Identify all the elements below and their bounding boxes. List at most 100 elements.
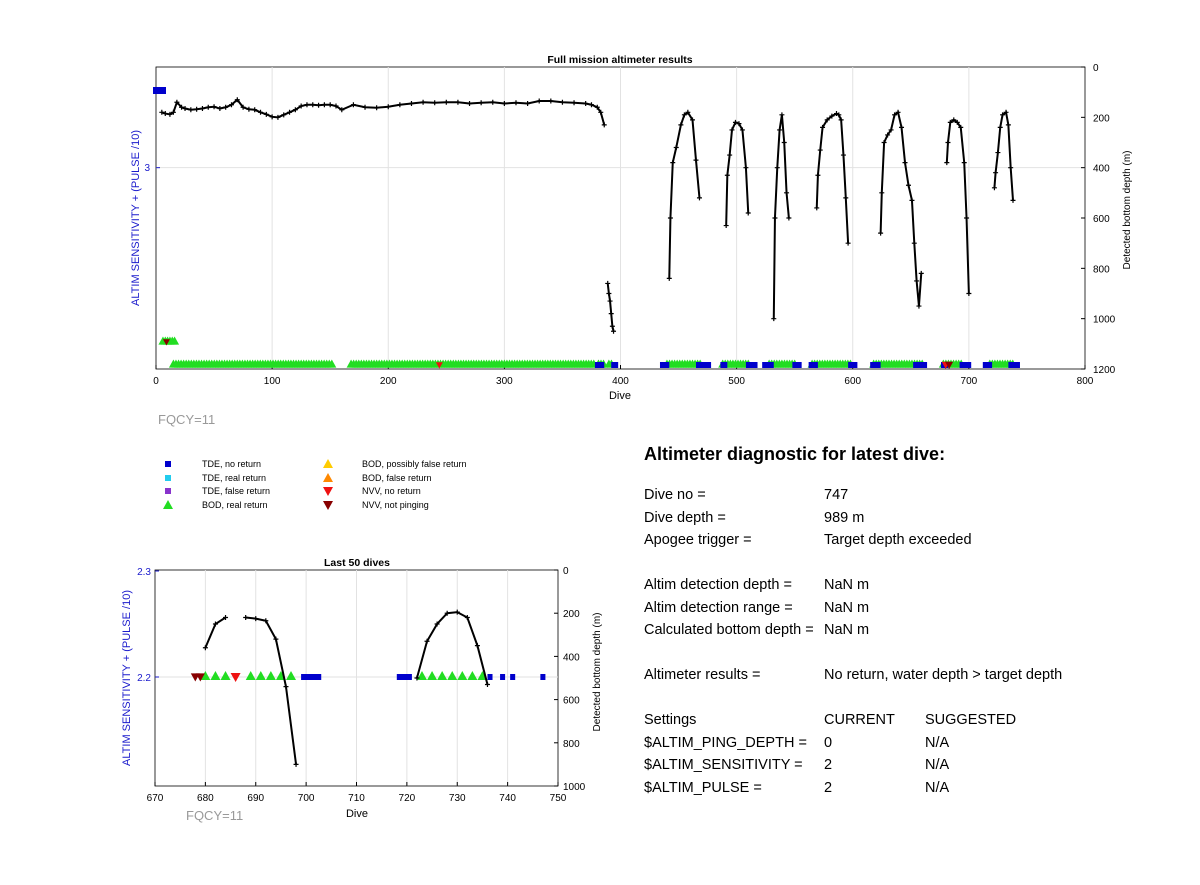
depth-point	[179, 104, 185, 110]
depth-point	[605, 280, 611, 286]
tde-no-return-marker	[487, 674, 493, 680]
legend-triangle	[163, 499, 173, 509]
depth-point	[162, 111, 168, 117]
nvv-not-pinging-marker	[190, 673, 200, 682]
depth-point	[275, 114, 281, 120]
depth-point	[814, 205, 820, 211]
legend-triangle	[323, 459, 333, 468]
depth-point	[947, 119, 953, 125]
bod-real-return-marker	[210, 671, 221, 680]
depth-point	[685, 109, 691, 115]
depth-point	[914, 278, 920, 284]
top-chart-title: Full mission altimeter results	[547, 54, 692, 66]
tde-no-return-marker	[500, 674, 506, 680]
depth-point	[327, 102, 333, 108]
depth-point	[905, 182, 911, 188]
ping-depth-label: $ALTIM_PING_DEPTH =	[644, 734, 807, 751]
ping-depth-current: 0	[824, 734, 833, 751]
depth-point	[772, 215, 778, 221]
legend-item: BOD, false return	[320, 472, 432, 484]
depth-point	[781, 140, 787, 145]
depth-point	[253, 616, 259, 622]
depth-point	[455, 99, 461, 105]
depth-point	[888, 127, 894, 133]
depth-point	[817, 147, 823, 153]
nvv-no-return-marker	[435, 362, 443, 369]
depth-point	[1008, 165, 1014, 171]
bottom-fqcy: FQCY=11	[186, 808, 244, 823]
depth-point	[287, 109, 293, 115]
bottom-ytick-right-label: 800	[563, 739, 580, 750]
legend-triangle	[323, 487, 333, 496]
top-ytick-right-label: 800	[1093, 264, 1110, 275]
depth-point	[293, 761, 299, 767]
depth-point	[666, 275, 672, 281]
depth-point	[909, 197, 915, 203]
depth-point	[815, 172, 821, 178]
bod-real-return-marker	[467, 671, 478, 680]
square-marker-icon	[165, 488, 171, 494]
diagnostic-title: Altimeter diagnostic for latest dive:	[644, 444, 946, 464]
top-ytick-left: 3	[144, 163, 150, 174]
depth-point	[240, 104, 246, 110]
tde-no-return-marker	[540, 674, 546, 680]
bottom-xtick-label: 700	[298, 793, 315, 804]
top-xtick-label: 300	[496, 376, 513, 387]
depth-point	[182, 106, 188, 112]
nvv-not-pinging-marker	[195, 673, 205, 682]
depth-point	[997, 124, 1003, 130]
bottom-xtick-label: 720	[399, 793, 416, 804]
depth-point	[954, 119, 960, 125]
current-header: CURRENT	[824, 712, 895, 728]
depth-point	[199, 106, 205, 112]
triangle-down-marker-icon	[323, 487, 333, 496]
bottom-xtick-label: 740	[499, 793, 516, 804]
tde-no-return-marker	[762, 362, 774, 368]
tde-no-return-marker	[396, 674, 412, 680]
tde-no-return-marker	[153, 87, 166, 94]
depth-point	[723, 223, 729, 229]
depth-point	[484, 681, 490, 687]
depth-point	[194, 106, 200, 112]
depth-point	[217, 106, 223, 112]
tde-no-return-marker	[594, 362, 605, 368]
square-marker-icon	[165, 461, 171, 467]
dive-depth-label: Dive depth =	[644, 509, 726, 526]
bottom-markers	[190, 671, 546, 682]
legend-label: TDE, no return	[202, 459, 262, 469]
depth-point	[174, 99, 180, 105]
nvv-not-pinging-marker	[162, 339, 170, 346]
depth-point	[916, 303, 922, 309]
bottom-xtick-label: 680	[197, 793, 214, 804]
depth-point	[836, 112, 842, 118]
pulse-label: $ALTIM_PULSE =	[644, 779, 762, 796]
legend-item: BOD, possibly false return	[320, 458, 467, 470]
depth-point	[594, 104, 600, 110]
depth-point	[234, 97, 240, 103]
dive-no-label: Dive no =	[644, 487, 706, 503]
depth-point	[824, 117, 830, 123]
bottom-lines	[202, 609, 490, 767]
top-ytick-right-label: 600	[1093, 214, 1110, 225]
depth-point	[443, 99, 449, 105]
diagnostic-panel: Altimeter diagnostic for latest dive: Di…	[644, 444, 1164, 802]
tde-no-return-marker	[808, 362, 818, 368]
depth-point	[310, 102, 316, 108]
tde-no-return-marker	[510, 674, 516, 680]
tde-no-return-marker	[611, 362, 619, 368]
depth-point	[601, 122, 607, 128]
tde-no-return-marker	[1008, 362, 1020, 368]
depth-point	[829, 113, 835, 119]
bottom-grid	[155, 570, 558, 786]
bod-real-return-marker	[200, 671, 211, 680]
depth-point	[434, 621, 440, 627]
top-ylabel-right: Detected bottom depth (m)	[1122, 151, 1133, 270]
suggested-header: SUGGESTED	[925, 712, 1017, 728]
depth-point	[339, 107, 345, 113]
depth-point	[223, 615, 229, 621]
triangle-down-marker-icon	[323, 500, 333, 510]
depth-point	[771, 316, 777, 322]
bottom-ytick-right-label: 200	[563, 609, 580, 620]
bod-real-return-marker	[245, 671, 256, 680]
depth-point	[246, 106, 252, 112]
